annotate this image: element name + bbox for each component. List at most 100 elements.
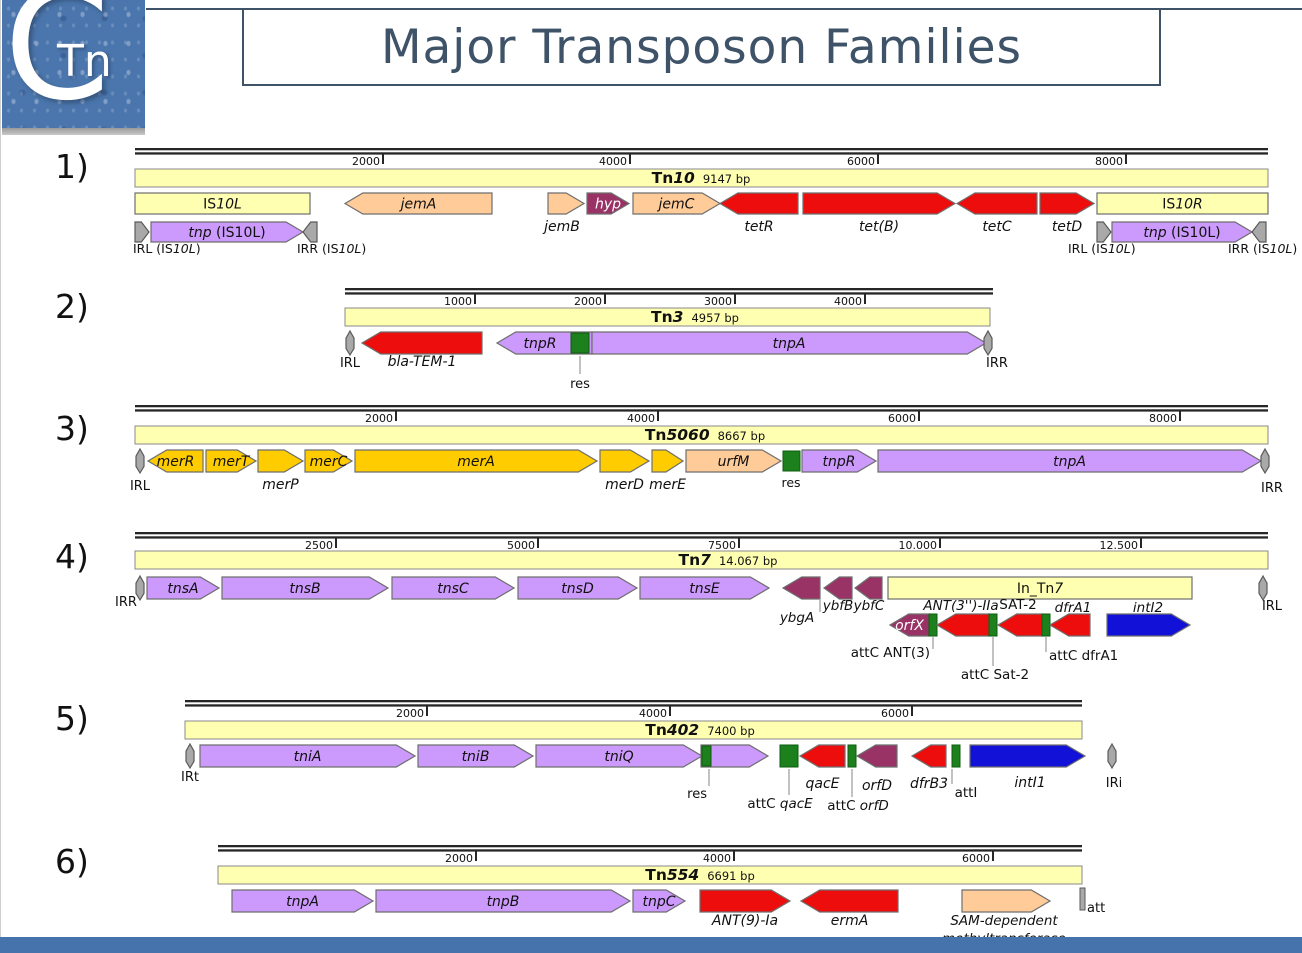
annotation-label: ybgA: [779, 610, 814, 626]
gene-label-orfX: orfX: [895, 618, 924, 634]
marker-IRi: [1107, 742, 1117, 770]
gene-tnpA: [231, 889, 375, 913]
span-bar-Tn402: [184, 720, 1083, 740]
scale-tick: [992, 850, 994, 861]
scale-tick: [669, 705, 671, 716]
gene-label-jemA: jemA: [399, 197, 437, 213]
page-title: Major Transposon Families: [380, 19, 1023, 75]
gene-res: [782, 450, 801, 472]
scale-tick: [629, 153, 631, 164]
scale-tick-label: 2000: [574, 295, 602, 308]
gene-attC-orfD: [847, 744, 857, 768]
gene-bla-TEM-1: [360, 331, 483, 355]
scale-tick: [1179, 410, 1181, 421]
scale-tick-label: 7500: [708, 539, 736, 552]
scale-ruler: [345, 292, 993, 295]
gene-label-merD: merD: [605, 477, 644, 493]
annotation-label: intI2: [1133, 600, 1163, 616]
title-box: Major Transposon Families: [242, 8, 1161, 86]
span-bar-label-Tn402: Tn402 7400 bp: [645, 721, 755, 739]
scale-tick: [733, 850, 735, 861]
gene-tnsD: [517, 576, 639, 600]
gene-attC-ANT3: [928, 613, 938, 637]
annotation-label: IRR: [986, 356, 1008, 371]
gene-label-IS10L: IS10L: [203, 197, 242, 213]
scale-tick: [918, 410, 920, 421]
gene-ybgA: [781, 576, 821, 600]
span-bar-Tn3: [344, 307, 991, 327]
marker-att: [1079, 887, 1086, 911]
gene-attC-qacE: [779, 744, 799, 768]
gene-ANT3-IIa: [935, 613, 990, 637]
logo-c-glyph: C: [4, 0, 111, 128]
gene-ybfC: [853, 576, 883, 600]
map-Tn5060: 3) 2000 4000 6000 8000 Tn5060 8667 bp merR merT m…: [55, 405, 1283, 496]
annotation-label: dfrA1: [1055, 600, 1092, 616]
gene-tetC: [955, 192, 1038, 215]
gene-label-bla-TEM-1: bla-TEM-1: [388, 354, 457, 370]
gene-merC: [304, 449, 354, 473]
annotation-label: attI: [955, 785, 978, 801]
span-bar-Tn7: [134, 550, 1269, 570]
gene-label-tetD: tetD: [1052, 219, 1083, 235]
marker-IRL: [345, 329, 355, 357]
gene-label-merA: merA: [457, 454, 495, 470]
annotation-label: attC Sat-2: [961, 667, 1029, 683]
gene-label-dfrB3: dfrB3: [910, 776, 948, 792]
scale-ruler: [135, 152, 1268, 155]
scale-ruler: [135, 536, 1268, 539]
scale-tick-label: 10.000: [899, 539, 938, 552]
gene-merR: [146, 449, 204, 473]
scale-tick: [738, 537, 740, 548]
map-Tn554: 6) 2000 4000 6000 Tn554 6691 bp tnpA tnpB tnpC AN…: [55, 842, 1105, 947]
gene-urfM: [685, 449, 783, 473]
gene-intI1: [969, 744, 1087, 768]
gene-qacE: [798, 744, 846, 768]
gene-label-merT: merT: [213, 454, 251, 470]
gene-label-jemB: jemB: [542, 219, 580, 235]
annotation-label: res: [781, 475, 800, 490]
scale-tick-label: 8000: [1095, 155, 1123, 168]
annotation-label: SAM-dependent: [950, 913, 1058, 929]
gene-label-tetB: tet(B): [859, 219, 899, 235]
span-bar-label-Tn10: Tn10 9147 bp: [652, 169, 751, 187]
scale-ruler: [135, 532, 1268, 535]
scale-tick: [734, 293, 736, 304]
scale-tick: [939, 537, 941, 548]
gene-tnsB: [221, 576, 390, 600]
span-bar-label-Tn5060: Tn5060 8667 bp: [645, 426, 765, 444]
gene-label-tnp-IS10L-left: tnp (IS10L): [188, 225, 265, 241]
scale-ruler: [185, 700, 1082, 703]
gene-merD: [599, 449, 651, 473]
scale-ruler: [135, 409, 1268, 412]
scale-tick-label: 4000: [639, 707, 667, 720]
marker-IRL: [1258, 574, 1268, 602]
map-number-Tn554: 6): [55, 842, 89, 881]
scale-tick: [395, 410, 397, 421]
gene-tniB: [417, 744, 535, 768]
gene-label-tnpA: tnpA: [773, 336, 806, 352]
gene-label-tniA: tniA: [294, 749, 322, 765]
scale-tick: [1125, 153, 1127, 164]
gene-merA: [354, 449, 599, 473]
map-number-Tn3: 2): [55, 287, 89, 326]
gene-tnpC: [632, 889, 687, 913]
gene-tetR: [718, 192, 799, 215]
annotation-label: IRL (IS10L): [133, 241, 201, 256]
gene-label-tnsD: tnsD: [561, 581, 594, 597]
annotation-label: IRL: [130, 479, 151, 494]
marker-IRR: [1260, 447, 1270, 475]
map-number-Tn10: 1): [55, 147, 89, 186]
gene-label-merP: merP: [262, 477, 299, 493]
gene-tniA: [199, 744, 417, 768]
gene-attI: [951, 744, 961, 768]
gene-attC-Sat2: [988, 613, 998, 637]
gene-tnpB: [375, 889, 632, 913]
gene-tnp-IS10L-right: [1111, 221, 1254, 243]
annotation-label: IRR: [115, 595, 137, 610]
span-bar-Tn10: [134, 168, 1269, 188]
scale-tick: [864, 293, 866, 304]
gene-label-merR: merR: [157, 454, 195, 470]
